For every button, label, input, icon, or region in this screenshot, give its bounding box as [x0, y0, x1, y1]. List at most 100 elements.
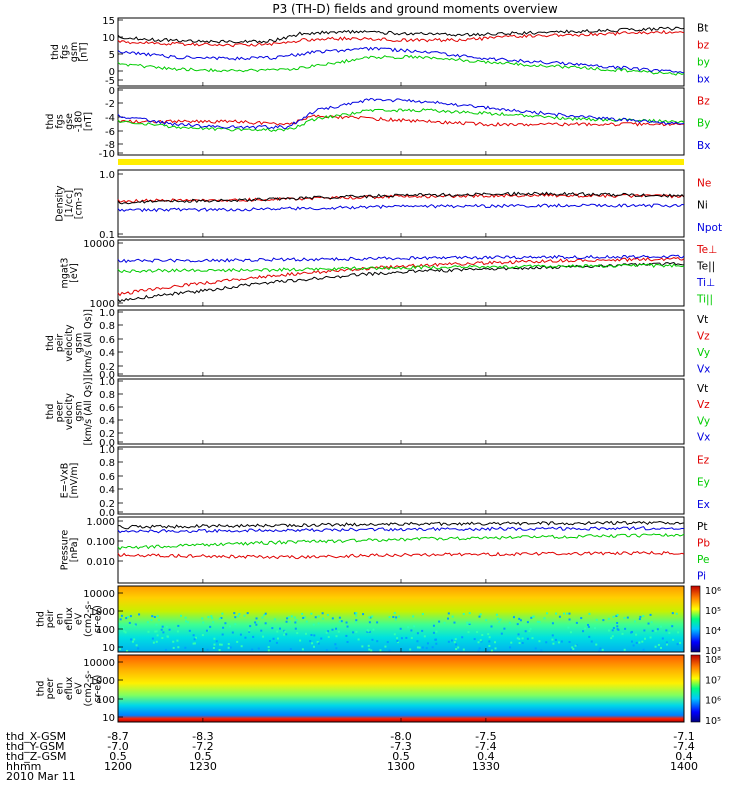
peir-spectrogram-speckle — [567, 626, 570, 629]
peir-spectrogram-speckle — [314, 616, 317, 619]
peir-spectrogram-speckle — [221, 633, 224, 636]
peir-spectrogram-speckle — [451, 615, 454, 618]
series-line-pressure-Pt — [118, 520, 685, 530]
peir-spectrogram-speckle — [207, 616, 210, 619]
peir-spectrogram-speckle — [642, 648, 645, 651]
peir-spectrogram-speckle — [543, 617, 546, 620]
peir-spectrogram-speckle — [421, 646, 424, 649]
peir-spectrogram-speckle — [118, 622, 121, 625]
peir-spectrogram-speckle — [285, 620, 288, 623]
peir-spectrogram-speckle — [155, 640, 158, 643]
peir-spectrogram-speckle — [435, 630, 438, 633]
peir-spectrogram-speckle — [368, 648, 371, 651]
peir-spectrogram-speckle — [468, 623, 471, 626]
peir-spectrogram-speckle — [468, 612, 471, 615]
peir-spectrogram-speckle — [180, 614, 183, 617]
peir-spectrogram-speckle — [394, 618, 397, 621]
peir-spectrogram-speckle — [602, 619, 605, 622]
y-tick-label: 0.4 — [99, 348, 115, 359]
peir-spectrogram-speckle — [607, 629, 610, 632]
footer-value-x: -8.0 — [390, 730, 411, 743]
peir-spectrogram-speckle — [290, 615, 293, 618]
peir-spectrogram-speckle — [229, 646, 232, 649]
legend-pressure: Pt — [697, 521, 707, 533]
y-tick-label: -10 — [99, 149, 115, 160]
peir-spectrogram-speckle — [633, 620, 636, 623]
peir-spectrogram-speckle — [338, 616, 341, 619]
y-tick-label: 1000 — [90, 299, 115, 310]
footer-value-t: 1300 — [387, 760, 415, 773]
peir-spectrogram-speckle — [240, 645, 243, 648]
y-axis-label: eV — [74, 612, 85, 625]
peir-spectrogram-speckle — [534, 647, 537, 650]
peir-spectrogram-speckle — [303, 616, 306, 619]
peir-spectrogram-speckle — [672, 638, 675, 641]
series-line-pressure-Pb — [117, 550, 685, 560]
peir-spectrogram-speckle — [345, 634, 348, 637]
peir-spectrogram-speckle — [623, 617, 626, 620]
peir-spectrogram-speckle — [651, 629, 654, 632]
series-line-temperature-Te⊥ — [117, 256, 685, 297]
y-tick-label: 0.2 — [99, 362, 115, 373]
y-tick-label: 0.010 — [86, 557, 115, 568]
peir-spectrogram-speckle — [194, 636, 197, 639]
legend-temperature: Te⊥ — [696, 244, 717, 256]
peir-spectrogram-speckle — [205, 629, 208, 632]
peir-spectrogram-speckle — [165, 625, 168, 628]
peir-spectrogram-speckle — [164, 648, 167, 651]
peir-spectrogram-speckle — [455, 643, 458, 646]
peir-spectrogram-speckle — [261, 616, 264, 619]
y-tick-label: -6 — [105, 127, 115, 138]
peir-spectrogram-speckle — [598, 649, 601, 652]
series-line-fgs-angles-Bx — [117, 97, 685, 130]
peir-spectrogram-speckle — [263, 614, 266, 617]
peir-spectrogram-speckle — [478, 615, 481, 618]
y-axis-label: [km/s (All Qs)] — [83, 309, 94, 377]
peir-spectrogram-speckle — [447, 612, 450, 615]
peir-spectrogram-speckle — [310, 634, 313, 637]
peir-spectrogram-speckle — [313, 634, 316, 637]
peir-spectrogram-speckle — [254, 621, 257, 624]
peir-spectrogram-speckle — [304, 632, 307, 635]
peir-spectrogram-speckle — [276, 630, 279, 633]
peir-spectrogram-speckle — [202, 621, 205, 624]
peir-spectrogram-speckle — [188, 629, 191, 632]
y-tick-label: 1.0 — [99, 170, 115, 181]
peir-spectrogram-speckle — [457, 646, 460, 649]
y-axis-label: peer — [55, 401, 66, 423]
footer-columns: -8.7-7.00.51200-8.3-7.20.51230-8.0-7.30.… — [104, 730, 698, 773]
peir-spectrogram-speckle — [560, 640, 563, 643]
peir-spectrogram-speckle — [355, 614, 358, 617]
peir-spectrogram-speckle — [209, 625, 212, 628]
footer-value-z: 0.5 — [392, 750, 410, 763]
y-axis-label: [cm-3] — [74, 188, 85, 219]
peir-spectrogram-speckle — [123, 630, 126, 633]
peer-colorbar — [690, 654, 701, 723]
peir-spectrogram-speckle — [286, 617, 289, 620]
y-tick-label: 0.0 — [99, 438, 115, 449]
peir-spectrogram-speckle — [612, 615, 615, 618]
peir-spectrogram-speckle — [119, 618, 122, 621]
peir-spectrogram-speckle — [616, 621, 619, 624]
y-axis-label: fgs — [55, 114, 66, 128]
peir-spectrogram-speckle — [161, 625, 164, 628]
peir-spectrogram-speckle — [236, 640, 239, 643]
peir-spectrogram-speckle — [510, 641, 513, 644]
peir-spectrogram-speckle — [243, 614, 246, 617]
peir-spectrogram-speckle — [666, 643, 669, 646]
y-tick-label: 100 — [96, 695, 115, 706]
peir-spectrogram-speckle — [309, 640, 312, 643]
peir-spectrogram-speckle — [568, 641, 571, 644]
series-line-fgs-mag-by — [117, 54, 685, 76]
peir-spectrogram-speckle — [500, 632, 503, 635]
peir-spectrogram-speckle — [316, 641, 319, 644]
peir-spectrogram-speckle — [124, 631, 127, 634]
series-line-density-Npot — [117, 203, 685, 213]
peir-spectrogram-speckle — [184, 616, 187, 619]
colorbar-tick-label: 10⁷ — [705, 675, 721, 686]
peir-spectrogram-speckle — [477, 649, 480, 652]
peir-spectrogram-speckle — [193, 642, 196, 645]
legend-fgs-mag: Bt — [697, 22, 708, 34]
peir-spectrogram-speckle — [192, 634, 195, 637]
peir-spectrogram-speckle — [521, 641, 524, 644]
